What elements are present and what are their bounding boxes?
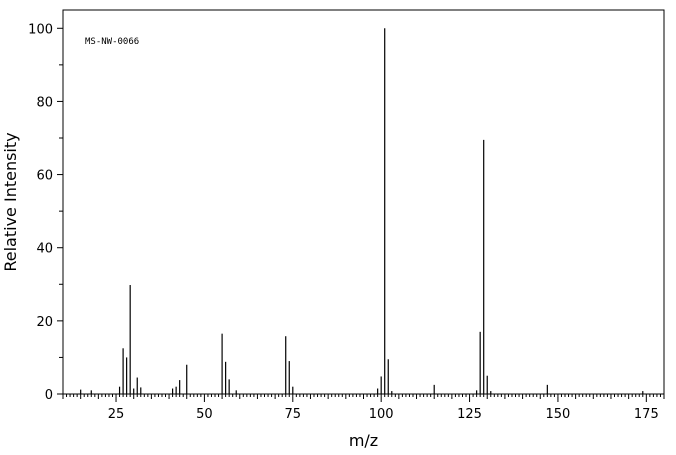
- x-tick-label: 75: [285, 407, 302, 422]
- plot-border: [62, 9, 665, 395]
- y-tick-label: 80: [36, 95, 53, 110]
- spectrum-id-annotation: MS-NW-0066: [85, 37, 139, 47]
- y-axis-title: Relative Intensity: [1, 132, 20, 271]
- x-tick-label: 125: [457, 407, 482, 422]
- y-axis: 0 20 40 60 80 100: [28, 22, 63, 403]
- x-tick-label: 25: [108, 407, 125, 422]
- x-tick-label: 175: [634, 407, 659, 422]
- x-tick-label: 150: [546, 407, 571, 422]
- plot-frame: [62, 9, 665, 395]
- y-tick-label: 0: [45, 388, 53, 403]
- x-tick-label: 100: [369, 407, 394, 422]
- x-tick-label: 50: [196, 407, 213, 422]
- y-tick-label: 20: [36, 315, 53, 330]
- x-axis: 25 50 75 100 125 150 175: [62, 394, 665, 422]
- spectrum-peaks: [80, 28, 644, 394]
- y-tick-label: 40: [36, 242, 53, 257]
- y-tick-label: 60: [36, 169, 53, 184]
- x-axis-title: m/z: [349, 431, 378, 450]
- y-tick-label: 100: [28, 22, 53, 37]
